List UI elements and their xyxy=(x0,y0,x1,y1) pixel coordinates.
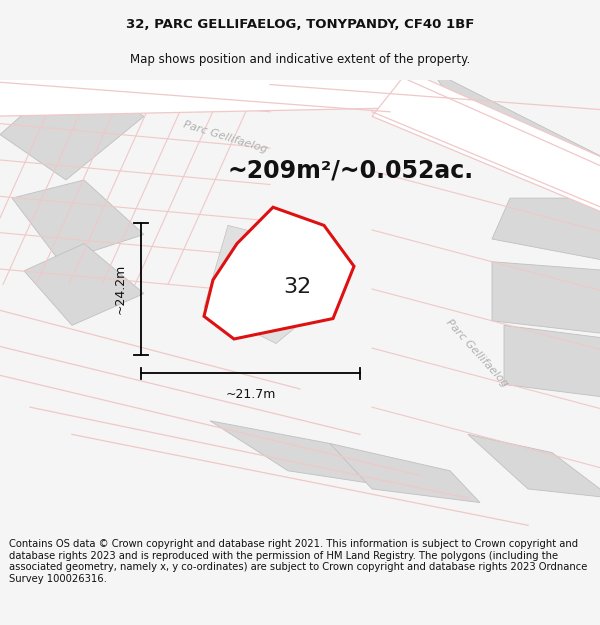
Text: Map shows position and indicative extent of the property.: Map shows position and indicative extent… xyxy=(130,54,470,66)
Text: 32, PARC GELLIFAELOG, TONYPANDY, CF40 1BF: 32, PARC GELLIFAELOG, TONYPANDY, CF40 1B… xyxy=(126,18,474,31)
Polygon shape xyxy=(0,71,432,116)
Polygon shape xyxy=(210,421,408,489)
Polygon shape xyxy=(432,71,600,194)
Text: Parc Gellifaelog: Parc Gellifaelog xyxy=(444,317,510,388)
Polygon shape xyxy=(330,444,480,503)
Polygon shape xyxy=(372,71,600,216)
Polygon shape xyxy=(492,262,600,334)
Text: ~21.7m: ~21.7m xyxy=(226,388,275,401)
Polygon shape xyxy=(0,71,144,180)
Polygon shape xyxy=(468,434,600,498)
Polygon shape xyxy=(504,326,600,398)
Text: ~209m²/~0.052ac.: ~209m²/~0.052ac. xyxy=(228,159,474,183)
Polygon shape xyxy=(204,208,354,339)
Polygon shape xyxy=(492,198,600,262)
Text: Parc Gellifaelog: Parc Gellifaelog xyxy=(182,119,268,154)
Text: 32: 32 xyxy=(283,277,311,297)
Text: ~24.2m: ~24.2m xyxy=(113,264,127,314)
Text: Contains OS data © Crown copyright and database right 2021. This information is : Contains OS data © Crown copyright and d… xyxy=(9,539,587,584)
Polygon shape xyxy=(24,244,144,326)
Polygon shape xyxy=(12,180,144,262)
Polygon shape xyxy=(204,226,336,344)
